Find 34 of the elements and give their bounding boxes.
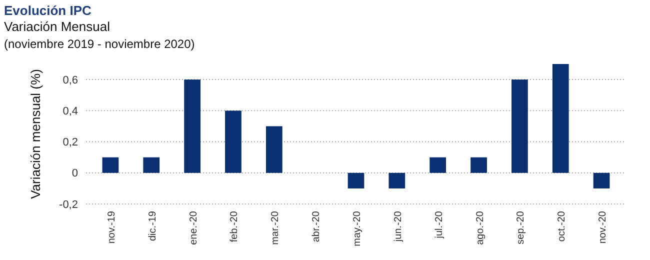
bar: [348, 172, 364, 188]
y-tick-label: 0,4: [62, 106, 78, 118]
x-tick-label: jul.-20: [434, 210, 445, 240]
x-tick-label: nov.-19: [106, 210, 118, 244]
bar: [593, 172, 610, 188]
bar: [184, 80, 200, 173]
text: (noviembre 2019 - noviembre 2020): [4, 37, 195, 51]
x-tick-label: mar.-20: [270, 210, 282, 245]
x-tick-label: ago.-20: [474, 210, 486, 245]
x-tick-label: oct.-20: [556, 210, 568, 242]
x-tick-label: ene.-20: [188, 210, 200, 245]
y-tick-label: -0,2: [59, 198, 78, 211]
x-tick-label: may.-20: [352, 210, 363, 246]
chart-subtitle: Variación Mensual: [4, 19, 110, 34]
bar: [266, 126, 282, 173]
x-tick-label: dic.-19: [147, 210, 158, 242]
x-tick-label: abr.-20: [311, 210, 322, 242]
bar: [430, 157, 446, 173]
y-tick-label: 0: [72, 168, 78, 180]
y-axis-title: Variación mensual (%): [28, 69, 43, 199]
bar: [102, 157, 119, 173]
bar: [552, 64, 569, 173]
bar: [225, 110, 242, 173]
y-tick-label: 0,6: [62, 74, 78, 86]
x-tick-label: sep.-20: [516, 210, 527, 244]
y-tick-label: 0,2: [62, 136, 78, 149]
bar: [512, 80, 528, 173]
x-tick-label: feb.-20: [229, 210, 240, 242]
x-tick-label: nov.-20: [598, 210, 609, 244]
bar: [388, 172, 406, 188]
x-tick-label: jun.-20: [392, 210, 404, 243]
bar: [143, 157, 160, 173]
bar: [470, 157, 487, 173]
chart-title: Evolución IPC: [4, 3, 92, 18]
